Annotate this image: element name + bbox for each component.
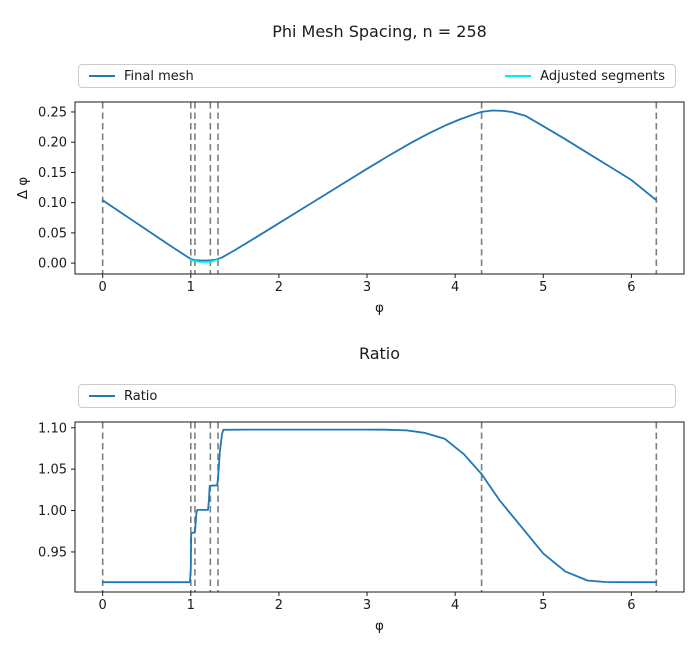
bottom-plot: 0 1 2 3 4 5 6 0.95 1.00 1.05 1.10 φ xyxy=(38,421,685,634)
bottom-legend: Ratio xyxy=(78,384,676,408)
x-tick-label: 5 xyxy=(539,280,547,295)
x-tick-label: 2 xyxy=(275,280,283,295)
y-tick-label: 0.95 xyxy=(38,545,67,560)
legend-entry-adjusted-segments: Adjusted segments xyxy=(505,69,665,84)
legend-label-ratio: Ratio xyxy=(124,388,158,404)
x-tick-label: 3 xyxy=(363,598,371,613)
x-tick-label: 2 xyxy=(275,598,283,613)
adjusted-segments-line-sample-icon xyxy=(505,75,532,77)
ratio-line-sample-icon xyxy=(89,395,115,397)
x-tick-label: 4 xyxy=(451,598,459,613)
y-tick-label: 0.25 xyxy=(38,105,67,120)
top-legend: Final mesh Adjusted segments xyxy=(78,64,676,88)
x-tick-label: 0 xyxy=(99,598,107,613)
bottom-plot-title: Ratio xyxy=(358,344,401,363)
y-tick-label: 1.00 xyxy=(38,504,67,519)
y-tick-label: 0.10 xyxy=(38,196,67,211)
x-tick-label: 1 xyxy=(187,280,195,295)
series-line-adjusted-segments xyxy=(189,258,219,263)
x-tick-label: 6 xyxy=(627,598,635,613)
y-tick-label: 0.15 xyxy=(38,166,67,181)
x-tick-label: 6 xyxy=(627,280,635,295)
y-tick-label: 1.05 xyxy=(38,463,67,478)
series-line-ratio xyxy=(101,428,658,584)
x-tick-label: 3 xyxy=(363,280,371,295)
legend-label-adjusted-segments: Adjusted segments xyxy=(540,68,665,84)
legend-entry-ratio: Ratio xyxy=(89,389,157,404)
legend-entry-final-mesh: Final mesh xyxy=(89,69,194,84)
y-axis-label: Δ φ xyxy=(15,177,31,200)
final-mesh-line-sample-icon xyxy=(89,75,115,77)
axes-frame xyxy=(74,101,685,275)
x-axis-label: φ xyxy=(375,300,384,316)
legend-label-final-mesh: Final mesh xyxy=(124,68,194,84)
x-tick-label: 0 xyxy=(99,280,107,295)
y-tick-label: 0.20 xyxy=(38,136,67,151)
series-line-final-mesh xyxy=(101,109,658,262)
x-tick-label: 4 xyxy=(451,280,459,295)
y-tick-label: 0.00 xyxy=(38,257,67,272)
x-axis-label: φ xyxy=(375,618,384,634)
x-tick-label: 5 xyxy=(539,598,547,613)
axes-frame xyxy=(74,421,685,593)
y-tick-label: 1.10 xyxy=(38,421,67,436)
y-tick-label: 0.05 xyxy=(38,226,67,241)
top-plot: 0 1 2 3 4 5 6 0.00 0.05 0.10 0.15 0.20 0.25 φ Δ φ xyxy=(15,101,685,316)
top-plot-title: Phi Mesh Spacing, n = 258 xyxy=(272,22,487,41)
x-tick-label: 1 xyxy=(187,598,195,613)
